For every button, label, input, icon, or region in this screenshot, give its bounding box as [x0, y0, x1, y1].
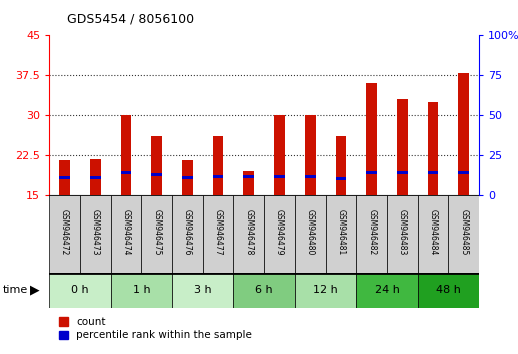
Text: time: time: [3, 285, 28, 295]
Text: GSM946472: GSM946472: [60, 209, 69, 255]
Bar: [305, 175, 315, 178]
Text: 48 h: 48 h: [436, 285, 461, 295]
Bar: [111, 273, 172, 308]
Bar: [234, 195, 264, 273]
Bar: [458, 73, 469, 195]
Text: ▶: ▶: [30, 284, 40, 297]
Bar: [458, 171, 469, 174]
Text: 0 h: 0 h: [71, 285, 89, 295]
Text: GSM946478: GSM946478: [244, 209, 253, 255]
Bar: [243, 171, 254, 195]
Bar: [366, 171, 377, 174]
Bar: [397, 171, 408, 174]
Bar: [295, 273, 356, 308]
Text: GSM946473: GSM946473: [91, 209, 100, 255]
Bar: [234, 273, 295, 308]
Text: GSM946484: GSM946484: [428, 209, 438, 255]
Text: GSM946482: GSM946482: [367, 209, 376, 255]
Text: GSM946481: GSM946481: [337, 209, 346, 255]
Bar: [80, 195, 111, 273]
Text: GSM946474: GSM946474: [122, 209, 131, 255]
Bar: [336, 136, 347, 195]
Bar: [59, 160, 70, 195]
Bar: [366, 83, 377, 195]
Bar: [305, 115, 315, 195]
Text: GSM946479: GSM946479: [275, 209, 284, 255]
Bar: [90, 176, 100, 179]
Bar: [295, 195, 326, 273]
Bar: [172, 195, 203, 273]
Text: 1 h: 1 h: [133, 285, 150, 295]
Text: GSM946485: GSM946485: [459, 209, 468, 255]
Bar: [336, 177, 347, 180]
Text: GSM946477: GSM946477: [213, 209, 223, 255]
Bar: [274, 175, 285, 178]
Bar: [111, 195, 141, 273]
Bar: [59, 176, 70, 179]
Text: GSM946480: GSM946480: [306, 209, 315, 255]
Bar: [264, 195, 295, 273]
Bar: [121, 171, 132, 174]
Bar: [397, 99, 408, 195]
Bar: [121, 115, 132, 195]
Bar: [151, 136, 162, 195]
Bar: [49, 273, 111, 308]
Bar: [356, 273, 418, 308]
Bar: [418, 273, 479, 308]
Bar: [213, 136, 223, 195]
Bar: [141, 195, 172, 273]
Bar: [387, 195, 418, 273]
Bar: [182, 160, 193, 195]
Bar: [428, 102, 438, 195]
Bar: [449, 195, 479, 273]
Bar: [49, 195, 80, 273]
Legend: count, percentile rank within the sample: count, percentile rank within the sample: [54, 313, 256, 345]
Bar: [213, 175, 223, 178]
Text: GSM946483: GSM946483: [398, 209, 407, 255]
Bar: [428, 171, 438, 174]
Text: 3 h: 3 h: [194, 285, 211, 295]
Text: GDS5454 / 8056100: GDS5454 / 8056100: [67, 12, 194, 25]
Bar: [90, 159, 100, 195]
Bar: [172, 273, 234, 308]
Bar: [356, 195, 387, 273]
Bar: [274, 115, 285, 195]
Text: 12 h: 12 h: [313, 285, 338, 295]
Bar: [418, 195, 449, 273]
Bar: [182, 176, 193, 179]
Text: GSM946476: GSM946476: [183, 209, 192, 255]
Text: 6 h: 6 h: [255, 285, 273, 295]
Text: GSM946475: GSM946475: [152, 209, 161, 255]
Bar: [243, 175, 254, 178]
Bar: [326, 195, 356, 273]
Bar: [151, 173, 162, 176]
Text: 24 h: 24 h: [375, 285, 399, 295]
Bar: [203, 195, 234, 273]
